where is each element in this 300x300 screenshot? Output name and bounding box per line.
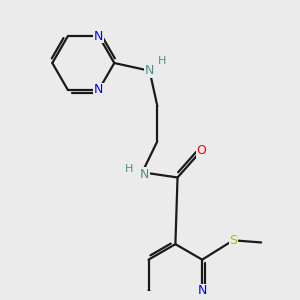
Text: H: H bbox=[158, 56, 166, 66]
Text: S: S bbox=[229, 234, 237, 247]
Text: N: N bbox=[94, 30, 104, 43]
Text: N: N bbox=[140, 168, 149, 181]
Text: N: N bbox=[94, 83, 104, 96]
Text: O: O bbox=[196, 144, 206, 157]
Text: N: N bbox=[145, 64, 154, 77]
Text: H: H bbox=[125, 164, 134, 174]
Text: N: N bbox=[197, 284, 207, 297]
